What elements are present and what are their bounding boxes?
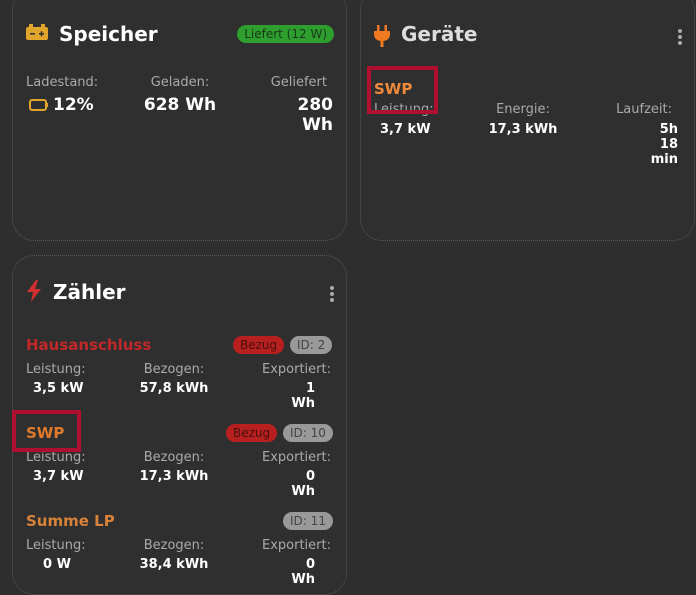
bezogen-value: 57,8 kWh bbox=[139, 381, 209, 396]
zaehler-card: Zähler Hausanschluss Bezug ID: 2 Leistun… bbox=[12, 255, 347, 595]
bezogen-label: Bezogen: bbox=[143, 538, 205, 553]
exportiert-value: 0 Wh bbox=[291, 469, 315, 499]
highlight-box bbox=[12, 410, 81, 452]
plug-icon bbox=[374, 25, 390, 47]
geladen-value: 628 Wh bbox=[143, 95, 217, 115]
energie-label: Energie: bbox=[496, 102, 550, 117]
menu-icon[interactable] bbox=[678, 29, 682, 47]
ladestand-label: Ladestand: bbox=[26, 75, 99, 90]
bezogen-label: Bezogen: bbox=[143, 362, 205, 377]
zaehler-title: Zähler bbox=[53, 280, 126, 304]
leistung-value: 3,7 kW bbox=[380, 122, 431, 137]
lightning-icon bbox=[27, 280, 41, 302]
status-badge: Liefert (12 W) bbox=[237, 25, 334, 43]
highlight-box bbox=[367, 66, 438, 114]
geliefert-label: Geliefert bbox=[270, 75, 327, 90]
geladen-label: Geladen: bbox=[150, 75, 210, 90]
leistung-label: Leistung: bbox=[26, 362, 86, 377]
meter-name: Hausanschluss bbox=[26, 336, 152, 354]
id-badge: ID: 11 bbox=[283, 512, 333, 530]
leistung-value: 3,5 kW bbox=[33, 381, 84, 396]
leistung-label: Leistung: bbox=[26, 538, 86, 553]
exportiert-value: 0 Wh bbox=[291, 557, 315, 587]
bezogen-label: Bezogen: bbox=[143, 450, 205, 465]
leistung-label: Leistung: bbox=[26, 450, 86, 465]
geraete-card: Geräte SWP Leistung: 3,7 kW Energie: 17,… bbox=[360, 0, 695, 241]
energie-value: 17,3 kWh bbox=[488, 122, 558, 137]
exportiert-label: Exportiert: bbox=[262, 538, 331, 553]
bezug-badge: Bezug bbox=[226, 424, 278, 442]
laufzeit-label: Laufzeit: bbox=[616, 102, 672, 117]
battery-level-icon bbox=[29, 99, 48, 111]
id-badge: ID: 2 bbox=[290, 336, 333, 354]
speicher-card: Speicher Liefert (12 W) Ladestand: 12% G… bbox=[12, 0, 347, 241]
battery-icon bbox=[26, 24, 48, 40]
id-badge: ID: 10 bbox=[283, 424, 333, 442]
geraete-title: Geräte bbox=[401, 22, 478, 46]
laufzeit-value: 5h 18 min bbox=[650, 122, 679, 167]
meter-name: SWP bbox=[26, 424, 65, 442]
ladestand-value: 12% bbox=[53, 95, 94, 115]
menu-icon[interactable] bbox=[330, 286, 334, 304]
meter-name: Summe LP bbox=[26, 512, 115, 530]
device-name[interactable]: SWP bbox=[374, 80, 413, 98]
exportiert-label: Exportiert: bbox=[262, 450, 331, 465]
bezogen-value: 17,3 kWh bbox=[139, 469, 209, 484]
leistung-value: 3,7 kW bbox=[33, 469, 84, 484]
speicher-title: Speicher bbox=[59, 22, 158, 46]
geliefert-value: 280 Wh bbox=[297, 95, 334, 135]
bezug-badge: Bezug bbox=[233, 336, 285, 354]
exportiert-label: Exportiert: bbox=[262, 362, 331, 377]
exportiert-value: 1 Wh bbox=[291, 381, 315, 411]
